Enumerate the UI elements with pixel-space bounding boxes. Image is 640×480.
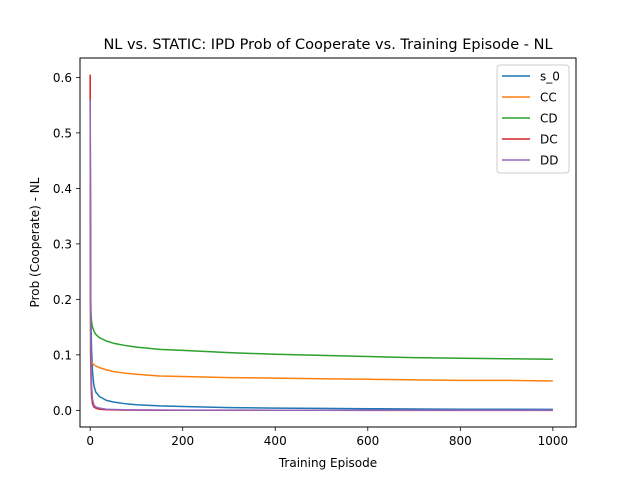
legend-label: CC (540, 91, 557, 105)
plot-frame (79, 57, 577, 428)
x-tick-label: 0 (86, 434, 94, 448)
legend-label: DC (540, 133, 558, 147)
x-tick-label: 800 (449, 434, 472, 448)
x-tick-label: 600 (356, 434, 379, 448)
legend-label: s_0 (540, 70, 560, 84)
y-tick-label: 0.5 (53, 126, 72, 140)
x-tick-label: 400 (264, 434, 287, 448)
y-tick-label: 0.3 (53, 237, 72, 251)
series-layer (89, 74, 553, 412)
x-tick-label: 200 (171, 434, 194, 448)
legend-label: CD (540, 112, 558, 126)
x-axis-title: Training Episode (278, 456, 377, 470)
y-tick-label: 0.6 (53, 71, 72, 85)
series-line-dd (89, 99, 553, 412)
y-tick-label: 0.2 (53, 293, 72, 307)
y-axis-title: Prob (Cooperate) - NL (28, 177, 42, 307)
legend-label: DD (540, 154, 558, 168)
series-line-cc (89, 77, 553, 382)
x-tick-label: 1000 (538, 434, 569, 448)
x-axis: 0 200 400 600 800 1000 (86, 427, 568, 448)
y-tick-label: 0.4 (53, 182, 72, 196)
series-line-s-0 (89, 105, 553, 411)
legend: s_0 CC CD DC DD (496, 64, 570, 174)
y-axis: 0.0 0.1 0.2 0.3 0.4 0.5 0.6 (53, 71, 80, 418)
y-tick-label: 0.0 (53, 404, 72, 418)
y-tick-label: 0.1 (53, 348, 72, 362)
chart-title: NL vs. STATIC: IPD Prob of Cooperate vs.… (103, 37, 552, 53)
legend-frame (496, 64, 570, 174)
series-line-cd (89, 132, 553, 361)
